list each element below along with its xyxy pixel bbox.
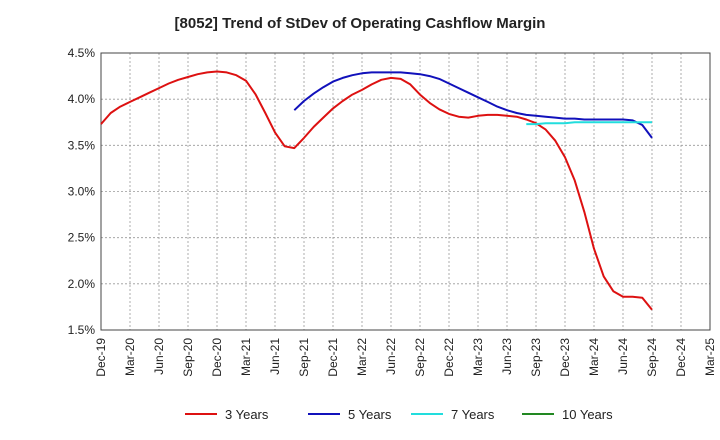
series-line: [293, 71, 653, 139]
x-tick-label: Mar-23: [471, 338, 485, 376]
x-tick-label: Sep-24: [645, 338, 659, 377]
x-tick-label: Jun-22: [384, 338, 398, 375]
x-tick-label: Dec-23: [558, 338, 572, 377]
x-tick-label: Sep-23: [529, 338, 543, 377]
x-tick-label: Dec-24: [674, 338, 688, 377]
x-tick-label: Mar-22: [355, 338, 369, 376]
y-tick-label: 2.5%: [68, 231, 96, 245]
x-tick-label: Sep-22: [413, 338, 427, 377]
chart-title: [8052] Trend of StDev of Operating Cashf…: [175, 15, 546, 32]
plot-frame: [100, 52, 711, 331]
x-tick-label: Sep-21: [297, 338, 311, 377]
x-tick-label: Jun-24: [616, 338, 630, 375]
series-line: [100, 70, 653, 311]
series-lines: [100, 70, 653, 311]
series-line: [526, 121, 652, 126]
y-tick-label: 1.5%: [68, 323, 96, 337]
y-axis: 1.5% 2.0% 2.5% 3.0% 3.5% 4.0% 4.5%: [68, 46, 96, 337]
x-tick-label: Dec-22: [442, 338, 456, 377]
x-tick-label: Dec-20: [210, 338, 224, 377]
x-tick-label: Jun-21: [268, 338, 282, 375]
x-tick-label: Jun-23: [500, 338, 514, 375]
x-tick-label: Mar-21: [239, 338, 253, 376]
y-tick-label: 4.0%: [68, 92, 96, 106]
y-tick-label: 2.0%: [68, 277, 96, 291]
y-tick-label: 4.5%: [68, 46, 96, 60]
legend-label: 10 Years: [562, 407, 613, 422]
legend: 3 Years 5 Years 7 Years 10 Years: [185, 407, 613, 422]
x-tick-label: Mar-24: [587, 338, 601, 376]
grid: [100, 52, 711, 331]
y-tick-label: 3.5%: [68, 138, 96, 152]
x-axis: Dec-19 Mar-20 Jun-20 Sep-20 Dec-20 Mar-21 Jun-…: [94, 338, 717, 377]
x-tick-label: Mar-25: [703, 338, 717, 376]
x-tick-label: Sep-20: [181, 338, 195, 377]
x-tick-label: Mar-20: [123, 338, 137, 376]
x-tick-label: Dec-19: [94, 338, 108, 377]
legend-label: 3 Years: [225, 407, 269, 422]
legend-label: 7 Years: [451, 407, 495, 422]
y-tick-label: 3.0%: [68, 185, 96, 199]
legend-label: 5 Years: [348, 407, 392, 422]
x-tick-label: Jun-20: [152, 338, 166, 375]
x-tick-label: Dec-21: [326, 338, 340, 377]
